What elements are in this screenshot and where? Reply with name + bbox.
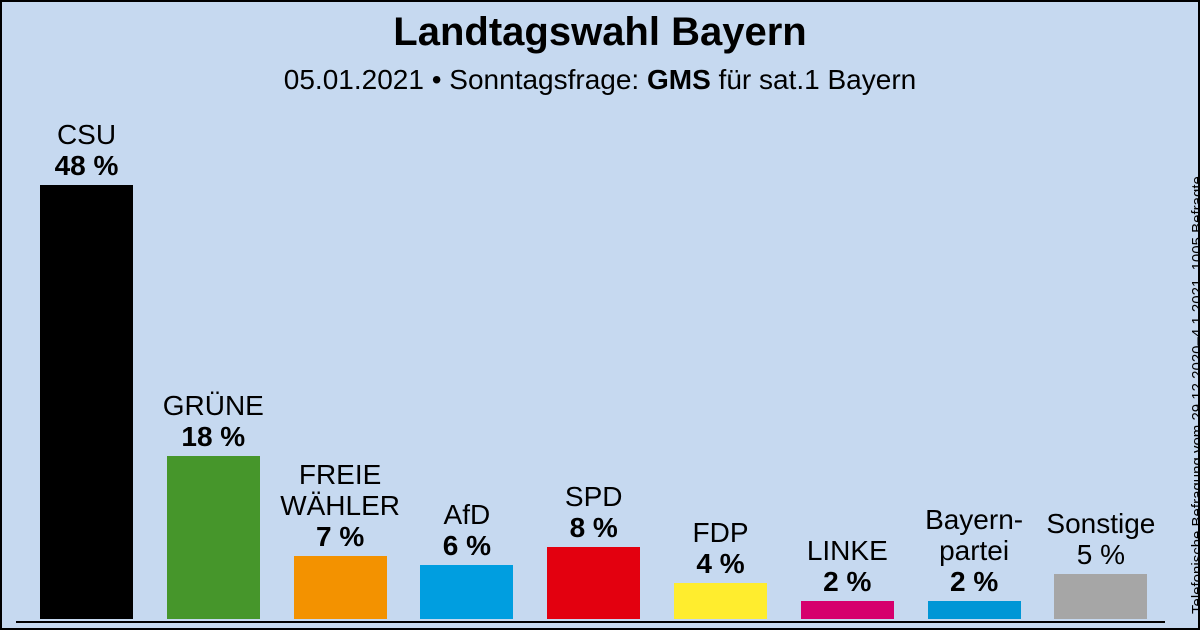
subtitle-label: Sonntagsfrage: (449, 64, 647, 95)
category-label: GRÜNE (162, 390, 264, 422)
bar-bayern-partei (927, 600, 1021, 619)
bar-label: FREIE WÄHLER 7 % (270, 459, 410, 552)
bar-freie-w-hler (293, 555, 387, 619)
category-label: CSU (56, 119, 117, 150)
category-label: Bayern- partei (925, 503, 1024, 566)
bar-label: SPD 8 % (524, 481, 664, 543)
category-label: Sonstige (1046, 507, 1156, 539)
bar-label: Bayern- partei 2 % (904, 504, 1044, 597)
category-label: SPD (564, 480, 623, 512)
value-label: 2 % (823, 565, 872, 597)
value-label: 6 % (442, 529, 492, 561)
x-axis-baseline (16, 621, 1165, 623)
bar-label: Sonstige 5 % (1031, 508, 1171, 570)
bar-spd (547, 546, 641, 619)
bar-label: GRÜNE 18 % (143, 390, 283, 452)
value-label: 4 % (696, 547, 745, 579)
bar-csu (40, 185, 133, 619)
bar-fdp (674, 582, 767, 619)
subtitle-date: 05.01.2021 (283, 64, 424, 95)
chart-title: Landtagswahl Bayern (393, 10, 807, 54)
bar-label: AfD 6 % (397, 499, 537, 561)
category-label: FDP (692, 516, 749, 548)
value-label: 2 % (949, 565, 999, 597)
bar-afd (420, 564, 514, 619)
category-label: LINKE (806, 534, 888, 566)
subtitle-institute: GMS (647, 64, 711, 95)
bar-label: LINKE 2 % (777, 535, 917, 597)
subtitle-client: für sat.1 Bayern (710, 64, 917, 95)
value-label: 18 % (181, 421, 246, 453)
bar-gr-ne (166, 456, 260, 619)
value-label: 48 % (54, 150, 119, 181)
value-label: 8 % (569, 511, 618, 543)
category-label: AfD (443, 498, 491, 530)
category-label: FREIE WÄHLER (280, 458, 400, 521)
value-label: 5 % (1076, 538, 1126, 570)
bar-sonstige (1054, 573, 1148, 619)
chart-subtitle: 05.01.2021 • Sonntagsfrage: GMS für sat.… (2, 64, 1198, 96)
bar-label: CSU 48 % (17, 119, 157, 181)
bar-linke (800, 600, 894, 619)
value-label: 7 % (315, 520, 365, 552)
bar-label: FDP 4 % (651, 517, 791, 579)
survey-note: Telefonische Befragung vom 29.12.2020–4.… (1189, 176, 1200, 614)
subtitle-separator: • (423, 64, 450, 95)
